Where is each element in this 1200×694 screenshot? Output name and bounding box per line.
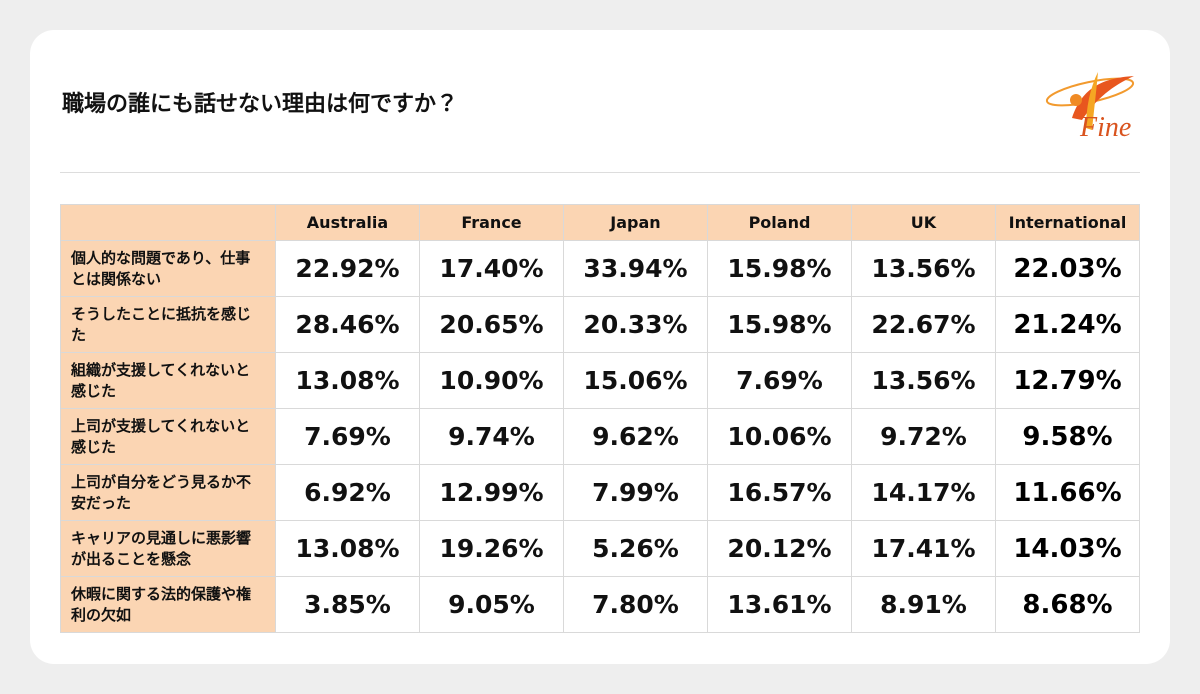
data-table: Australia France Japan Poland UK Internationa… bbox=[60, 204, 1140, 633]
value-cell: 13.61% bbox=[707, 576, 852, 633]
value-cell: 22.03% bbox=[995, 240, 1140, 297]
value-cell: 13.08% bbox=[275, 520, 420, 577]
value-cell: 13.56% bbox=[851, 352, 996, 409]
card: 職場の誰にも話せない理由は何ですか？ Fine Australia France J… bbox=[30, 30, 1170, 664]
value-cell: 7.80% bbox=[563, 576, 708, 633]
column-header: France bbox=[419, 204, 564, 241]
row-label: キャリアの見通しに悪影響が出ることを懸念 bbox=[60, 520, 276, 577]
value-cell: 21.24% bbox=[995, 296, 1140, 353]
value-cell: 10.90% bbox=[419, 352, 564, 409]
value-cell: 15.98% bbox=[707, 296, 852, 353]
value-cell: 8.91% bbox=[851, 576, 996, 633]
value-cell: 9.58% bbox=[995, 408, 1140, 465]
value-cell: 5.26% bbox=[563, 520, 708, 577]
row-label: 個人的な問題であり、仕事とは関係ない bbox=[60, 240, 276, 297]
logo-mark bbox=[1045, 72, 1135, 130]
divider bbox=[60, 172, 1140, 173]
value-cell: 10.06% bbox=[707, 408, 852, 465]
value-cell: 9.05% bbox=[419, 576, 564, 633]
value-cell: 17.40% bbox=[419, 240, 564, 297]
table-row: 上司が支援してくれないと感じた 7.69% 9.74% 9.62% 10.06% 9.72… bbox=[60, 408, 1140, 465]
value-cell: 13.08% bbox=[275, 352, 420, 409]
value-cell: 3.85% bbox=[275, 576, 420, 633]
value-cell: 15.98% bbox=[707, 240, 852, 297]
logo-text: Fine bbox=[1080, 112, 1132, 143]
column-header: Australia bbox=[275, 204, 420, 241]
table-row: そうしたことに抵抗を感じた 28.46% 20.65% 20.33% 15.98% 22.… bbox=[60, 296, 1140, 353]
table-row: 個人的な問題であり、仕事とは関係ない 22.92% 17.40% 33.94% 15.9… bbox=[60, 240, 1140, 297]
column-header: Poland bbox=[707, 204, 852, 241]
value-cell: 12.99% bbox=[419, 464, 564, 521]
value-cell: 11.66% bbox=[995, 464, 1140, 521]
table-row: 上司が自分をどう見るか不安だった 6.92% 12.99% 7.99% 16.57% 14… bbox=[60, 464, 1140, 521]
value-cell: 20.65% bbox=[419, 296, 564, 353]
value-cell: 6.92% bbox=[275, 464, 420, 521]
value-cell: 20.12% bbox=[707, 520, 852, 577]
value-cell: 14.17% bbox=[851, 464, 996, 521]
row-label: 上司が自分をどう見るか不安だった bbox=[60, 464, 276, 521]
row-label: 休暇に関する法的保護や権利の欠如 bbox=[60, 576, 276, 633]
value-cell: 15.06% bbox=[563, 352, 708, 409]
value-cell: 13.56% bbox=[851, 240, 996, 297]
value-cell: 16.57% bbox=[707, 464, 852, 521]
row-label: 組織が支援してくれないと感じた bbox=[60, 352, 276, 409]
value-cell: 7.99% bbox=[563, 464, 708, 521]
value-cell: 8.68% bbox=[995, 576, 1140, 633]
header-row: Australia France Japan Poland UK Internationa… bbox=[60, 204, 1140, 241]
value-cell: 22.67% bbox=[851, 296, 996, 353]
row-label: そうしたことに抵抗を感じた bbox=[60, 296, 276, 353]
value-cell: 9.62% bbox=[563, 408, 708, 465]
table-row: 休暇に関する法的保護や権利の欠如 3.85% 9.05% 7.80% 13.61% 8.9… bbox=[60, 576, 1140, 633]
value-cell: 7.69% bbox=[707, 352, 852, 409]
value-cell: 28.46% bbox=[275, 296, 420, 353]
title: 職場の誰にも話せない理由は何ですか？ bbox=[62, 92, 459, 117]
value-cell: 9.74% bbox=[419, 408, 564, 465]
table-row: 組織が支援してくれないと感じた 13.08% 10.90% 15.06% 7.69% 13… bbox=[60, 352, 1140, 409]
value-cell: 19.26% bbox=[419, 520, 564, 577]
value-cell: 17.41% bbox=[851, 520, 996, 577]
column-header: International bbox=[995, 204, 1140, 241]
value-cell: 12.79% bbox=[995, 352, 1140, 409]
row-label: 上司が支援してくれないと感じた bbox=[60, 408, 276, 465]
table-row: キャリアの見通しに悪影響が出ることを懸念 13.08% 19.26% 5.26% 20.… bbox=[60, 520, 1140, 577]
column-header: Japan bbox=[563, 204, 708, 241]
table-body: 個人的な問題であり、仕事とは関係ない 22.92% 17.40% 33.94% 15.9… bbox=[60, 240, 1140, 633]
corner-cell bbox=[60, 204, 276, 241]
value-cell: 33.94% bbox=[563, 240, 708, 297]
value-cell: 20.33% bbox=[563, 296, 708, 353]
value-cell: 14.03% bbox=[995, 520, 1140, 577]
value-cell: 7.69% bbox=[275, 408, 420, 465]
value-cell: 22.92% bbox=[275, 240, 420, 297]
column-header: UK bbox=[851, 204, 996, 241]
value-cell: 9.72% bbox=[851, 408, 996, 465]
